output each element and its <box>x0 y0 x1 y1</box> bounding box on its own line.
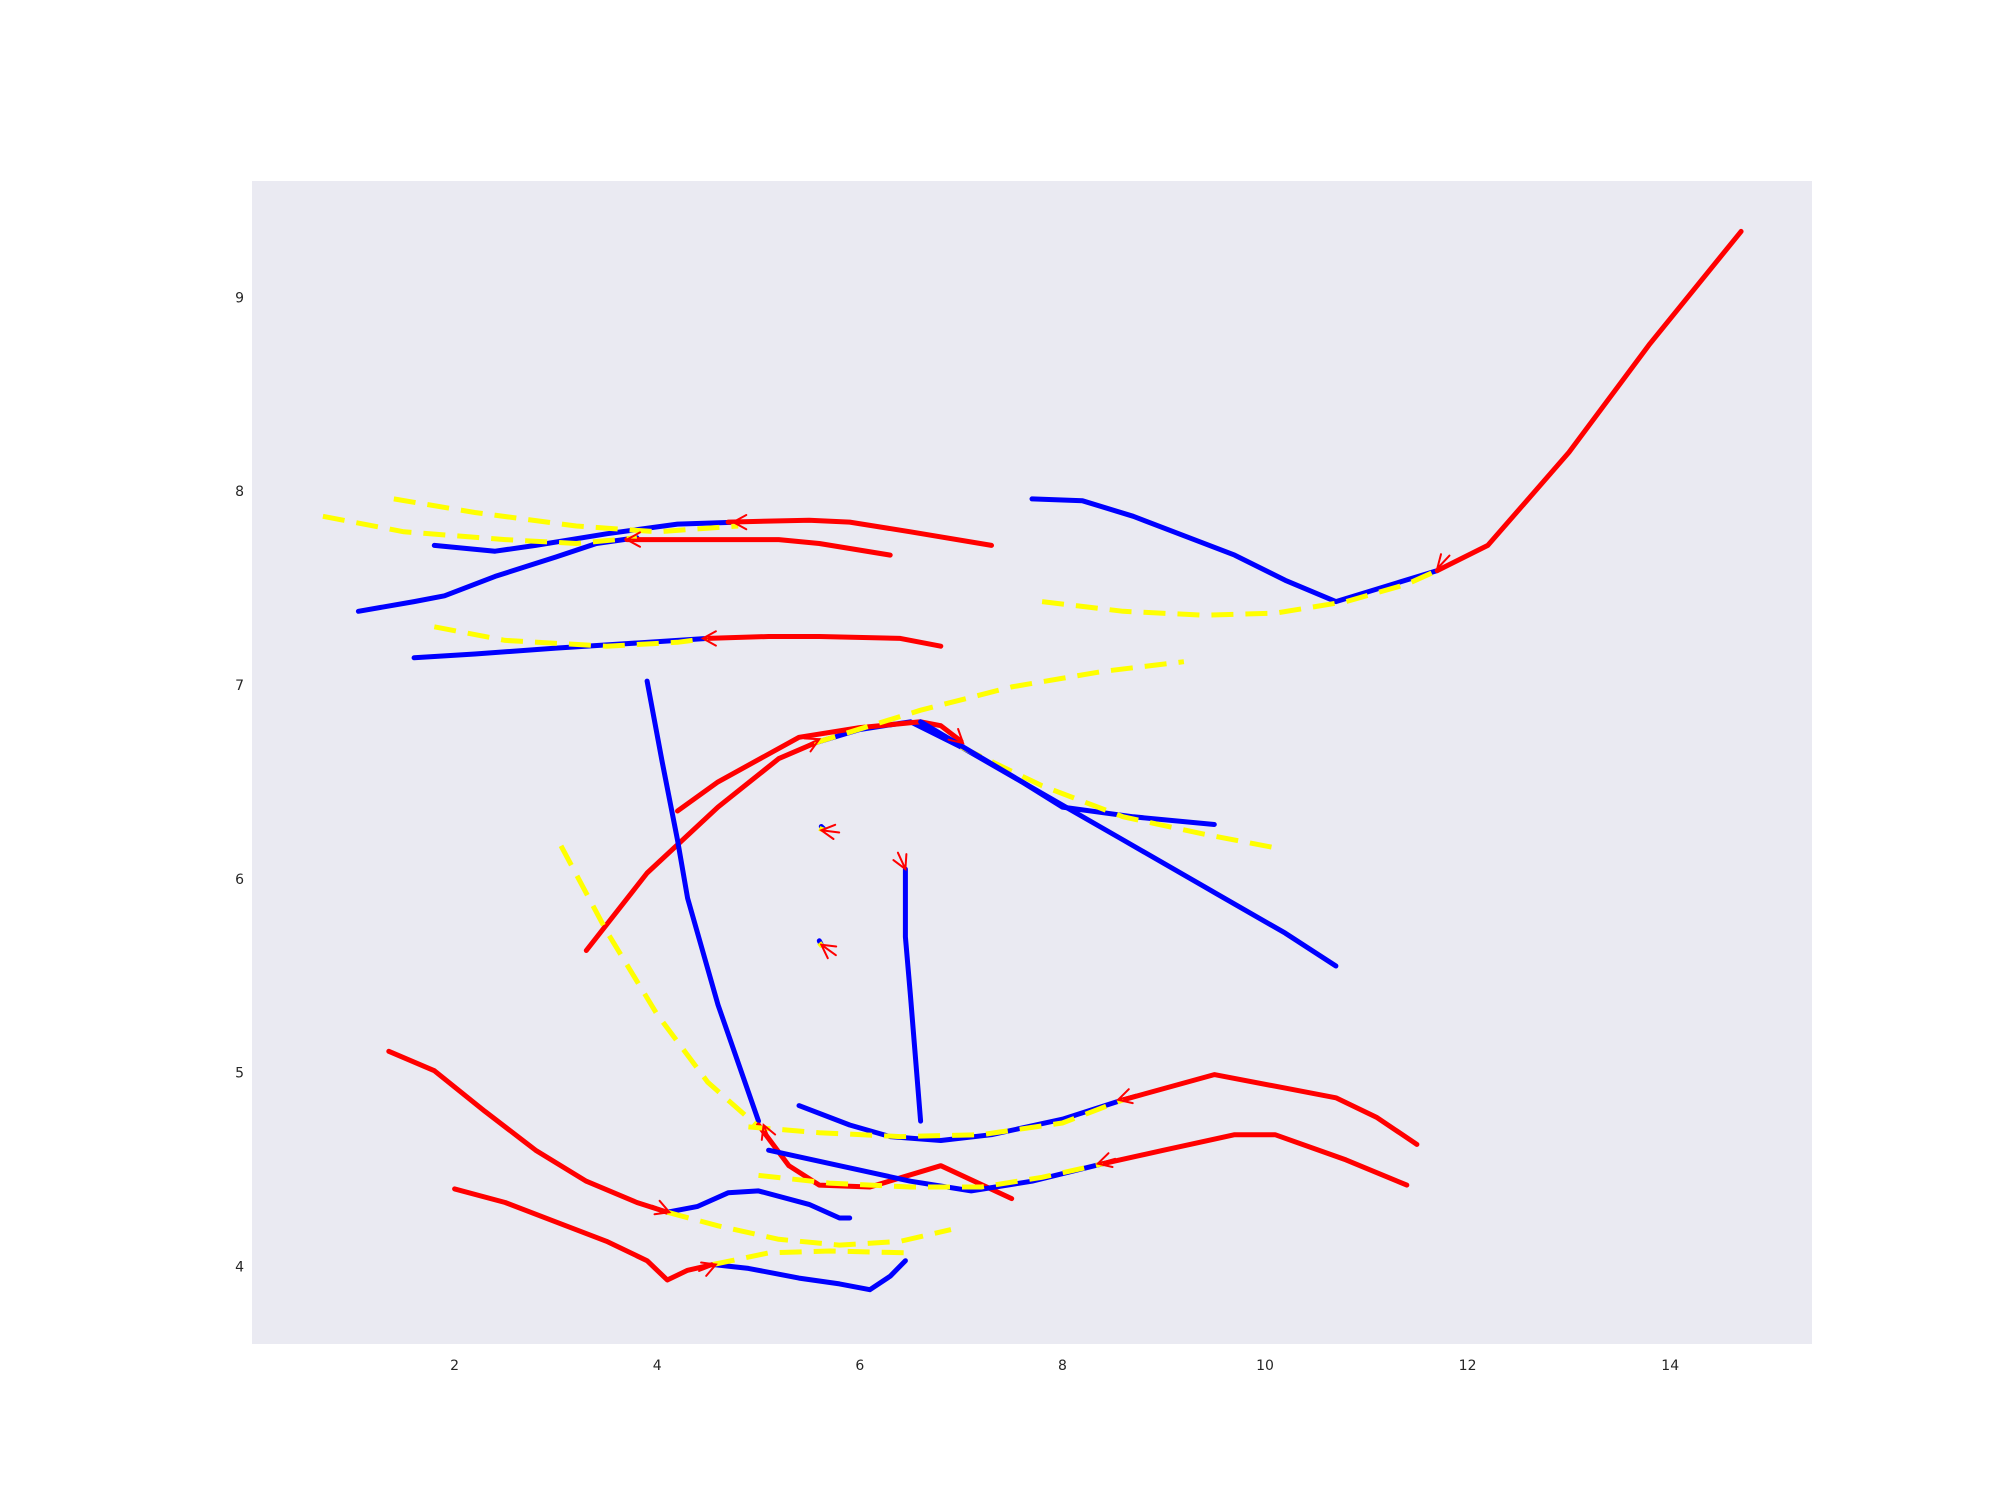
candidate-line-2 <box>393 496 739 535</box>
direction-arrow-5 <box>947 728 965 745</box>
direction-arrow-12 <box>892 851 908 872</box>
predicted-line-10 <box>1434 228 1744 574</box>
series-layer <box>322 228 1744 1293</box>
plot-background <box>252 181 1812 1344</box>
observed-line-23 <box>796 1097 1126 1143</box>
predicted-line-7 <box>705 634 944 649</box>
predicted-line-1 <box>725 517 994 548</box>
y-tick-label: 8 <box>235 484 244 500</box>
candidate-line-5 <box>322 513 638 546</box>
x-tick-label: 12 <box>1459 1358 1477 1374</box>
direction-arrow-13 <box>819 943 838 960</box>
predicted-line-14 <box>583 738 822 953</box>
x-tick-label: 2 <box>450 1358 459 1374</box>
direction-arrow-2 <box>700 630 722 647</box>
candidate-line-8 <box>433 624 709 649</box>
x-tick-label: 10 <box>1256 1358 1274 1374</box>
predicted-line-30 <box>386 1048 670 1215</box>
direction-arrow-7 <box>1116 1088 1137 1105</box>
direction-arrow-1 <box>624 531 646 548</box>
x-tick-label: 14 <box>1661 1358 1679 1374</box>
observed-line-32 <box>710 1258 908 1293</box>
observed-line-29 <box>664 1188 853 1221</box>
direction-arrow-9 <box>651 1199 672 1216</box>
predicted-line-24 <box>1120 1072 1420 1147</box>
x-tick-label: 8 <box>1058 1358 1067 1374</box>
candidate-line-15 <box>813 659 1185 746</box>
arrow-layer <box>624 514 1453 1277</box>
direction-arrow-4 <box>802 737 822 753</box>
x-tick-label: 6 <box>855 1358 864 1374</box>
observed-line-22 <box>902 866 924 1124</box>
candidate-line-17 <box>960 744 1276 851</box>
direction-arrow-0 <box>731 514 753 531</box>
observed-line-0 <box>431 519 741 554</box>
direction-arrow-10 <box>698 1261 718 1277</box>
observed-line-18 <box>918 719 1339 969</box>
predicted-line-33 <box>452 1186 716 1283</box>
direction-arrow-11 <box>819 823 841 840</box>
direction-arrow-3 <box>1435 553 1453 571</box>
direction-arrow-8 <box>1095 1152 1117 1168</box>
y-tick-label: 9 <box>235 290 244 306</box>
y-tick-label: 6 <box>235 872 244 888</box>
y-tick-label: 4 <box>235 1260 244 1276</box>
y-axis-ticks: 4 5 6 7 8 9 <box>235 290 244 1275</box>
candidate-line-11 <box>1041 568 1439 618</box>
y-tick-label: 5 <box>235 1066 244 1082</box>
direction-arrow-6 <box>760 1123 777 1143</box>
candidate-line-25 <box>748 1097 1125 1140</box>
observed-line-9 <box>1029 496 1440 605</box>
x-tick-label: 4 <box>653 1358 662 1374</box>
x-axis-ticks: 2 4 6 8 10 12 14 <box>450 1358 1679 1374</box>
predicted-line-27 <box>1100 1132 1410 1188</box>
candidate-line-34 <box>712 1248 911 1267</box>
predicted-line-4 <box>624 537 893 558</box>
observed-line-19 <box>644 678 761 1124</box>
candidate-line-31 <box>666 1209 952 1248</box>
candidate-line-28 <box>758 1161 1104 1190</box>
y-tick-label: 7 <box>235 678 244 694</box>
